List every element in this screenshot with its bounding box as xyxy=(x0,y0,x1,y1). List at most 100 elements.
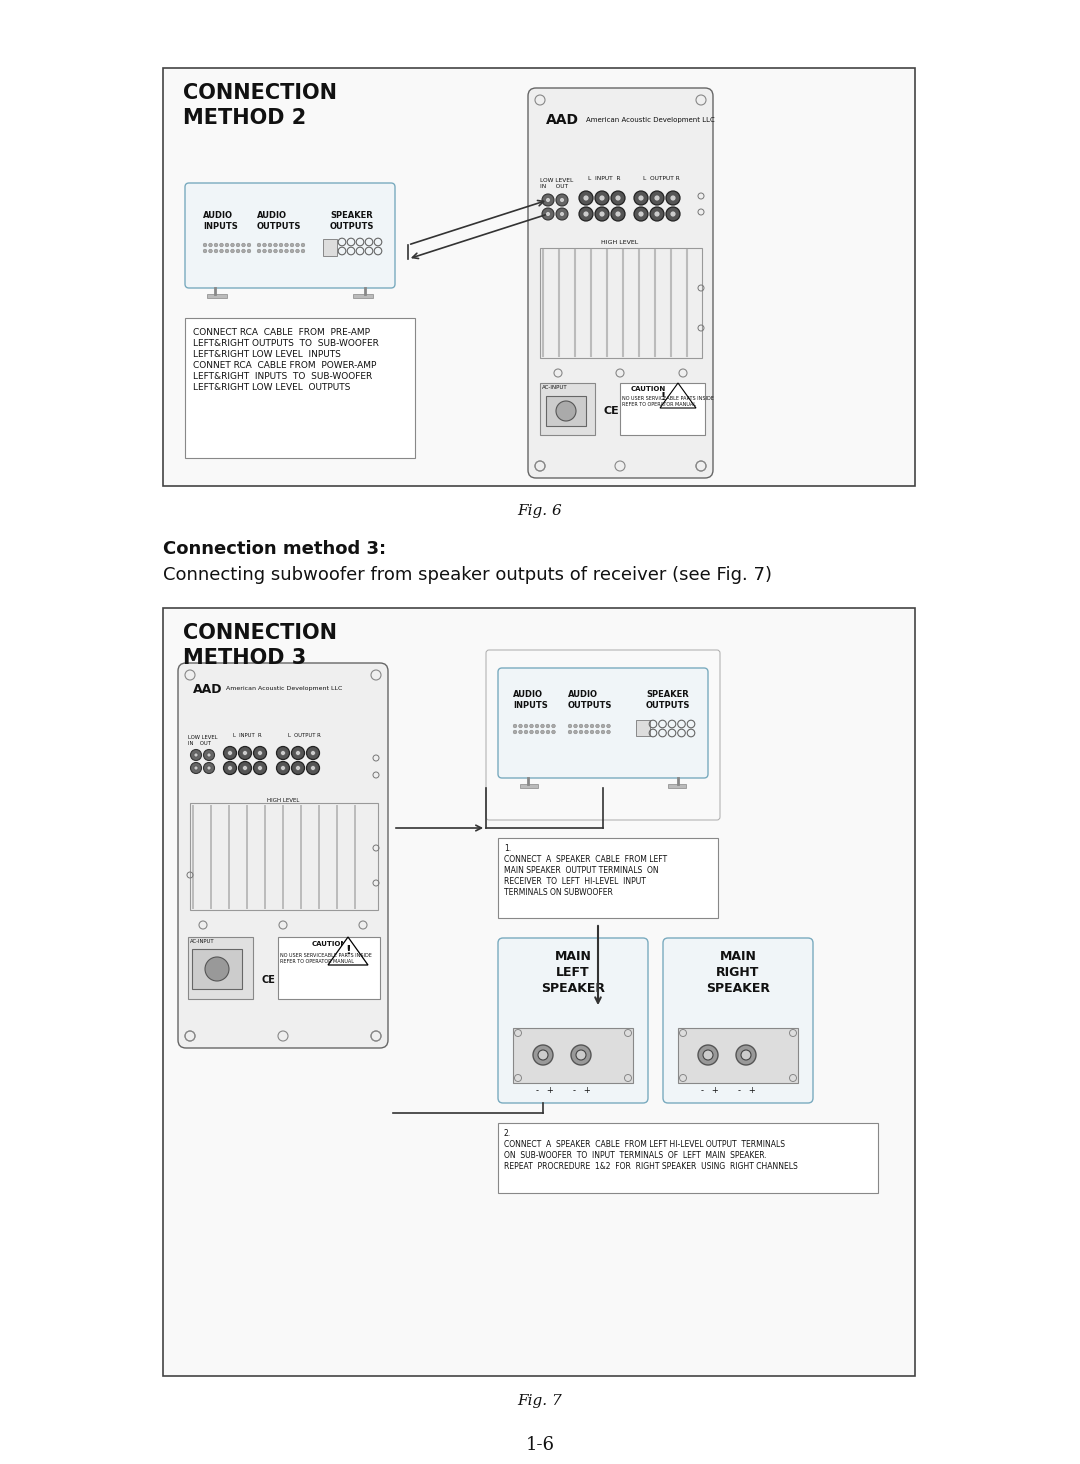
Circle shape xyxy=(634,206,648,221)
Circle shape xyxy=(268,249,272,253)
Circle shape xyxy=(281,766,285,770)
Circle shape xyxy=(219,249,224,253)
Circle shape xyxy=(546,731,550,733)
Text: Fig. 7: Fig. 7 xyxy=(517,1394,563,1408)
Circle shape xyxy=(203,763,215,773)
Circle shape xyxy=(243,766,247,770)
Text: LOW LEVEL
IN     OUT: LOW LEVEL IN OUT xyxy=(540,179,573,189)
Circle shape xyxy=(208,249,213,253)
Circle shape xyxy=(579,725,583,728)
Circle shape xyxy=(190,763,202,773)
Circle shape xyxy=(615,211,621,217)
Bar xyxy=(190,802,378,911)
Circle shape xyxy=(257,751,262,755)
Circle shape xyxy=(545,198,551,202)
Circle shape xyxy=(291,243,294,247)
Circle shape xyxy=(536,725,539,728)
Circle shape xyxy=(650,190,664,205)
Text: SPEAKER
OUTPUTS: SPEAKER OUTPUTS xyxy=(330,211,375,231)
Circle shape xyxy=(583,211,589,217)
Circle shape xyxy=(524,725,528,728)
Circle shape xyxy=(208,243,213,247)
Circle shape xyxy=(207,766,211,770)
Circle shape xyxy=(276,761,289,774)
FancyBboxPatch shape xyxy=(178,663,388,1048)
Circle shape xyxy=(595,206,609,221)
Circle shape xyxy=(292,747,305,760)
Text: CONNECTION
METHOD 3: CONNECTION METHOD 3 xyxy=(183,624,337,668)
Bar xyxy=(192,949,242,990)
Circle shape xyxy=(654,195,660,201)
Circle shape xyxy=(214,249,218,253)
Circle shape xyxy=(224,761,237,774)
Circle shape xyxy=(741,1050,751,1060)
Circle shape xyxy=(273,249,278,253)
Text: NO USER SERVICEABLE PARTS INSIDE
REFER TO OPERATOR MANUAL: NO USER SERVICEABLE PARTS INSIDE REFER T… xyxy=(622,395,714,407)
Text: -   +: - + xyxy=(738,1086,756,1095)
Circle shape xyxy=(666,190,680,205)
Circle shape xyxy=(534,1045,553,1064)
Circle shape xyxy=(203,243,206,247)
Bar xyxy=(353,294,373,299)
Bar xyxy=(188,937,253,998)
Circle shape xyxy=(670,211,676,217)
Circle shape xyxy=(559,211,565,217)
Circle shape xyxy=(513,731,517,733)
Text: L  INPUT  R: L INPUT R xyxy=(588,176,621,182)
Bar xyxy=(207,294,227,299)
Circle shape xyxy=(280,249,283,253)
Circle shape xyxy=(735,1045,756,1064)
Circle shape xyxy=(237,249,240,253)
Circle shape xyxy=(301,249,305,253)
Text: American Acoustic Development LLC: American Acoustic Development LLC xyxy=(226,687,342,691)
Text: MAIN
RIGHT
SPEAKER: MAIN RIGHT SPEAKER xyxy=(706,950,770,996)
Text: AC-INPUT: AC-INPUT xyxy=(190,938,215,944)
Circle shape xyxy=(296,766,300,770)
Text: HIGH LEVEL: HIGH LEVEL xyxy=(602,240,638,244)
Circle shape xyxy=(579,731,583,733)
Text: CE: CE xyxy=(603,406,619,416)
Circle shape xyxy=(247,249,251,253)
Text: CAUTION: CAUTION xyxy=(311,941,347,947)
Circle shape xyxy=(576,1050,586,1060)
Circle shape xyxy=(529,731,534,733)
Circle shape xyxy=(281,751,285,755)
Circle shape xyxy=(311,766,315,770)
Text: AAD: AAD xyxy=(546,113,579,127)
Circle shape xyxy=(205,957,229,981)
Circle shape xyxy=(518,731,523,733)
Circle shape xyxy=(579,190,593,205)
Polygon shape xyxy=(660,384,696,408)
Circle shape xyxy=(596,731,599,733)
Text: -   +: - + xyxy=(573,1086,591,1095)
Text: LOW LEVEL
IN    OUT: LOW LEVEL IN OUT xyxy=(188,735,217,747)
Circle shape xyxy=(226,243,229,247)
Circle shape xyxy=(276,747,289,760)
Bar xyxy=(678,1028,798,1083)
Text: AAD: AAD xyxy=(193,684,222,695)
Circle shape xyxy=(228,751,232,755)
Text: 1.
CONNECT  A  SPEAKER  CABLE  FROM LEFT
MAIN SPEAKER  OUTPUT TERMINALS  ON
RECE: 1. CONNECT A SPEAKER CABLE FROM LEFT MAI… xyxy=(504,845,667,897)
Circle shape xyxy=(634,190,648,205)
Text: CONNECTION
METHOD 2: CONNECTION METHOD 2 xyxy=(183,83,337,127)
Circle shape xyxy=(239,747,252,760)
Circle shape xyxy=(552,731,555,733)
Circle shape xyxy=(599,211,605,217)
Circle shape xyxy=(638,211,644,217)
Text: CE: CE xyxy=(261,975,275,985)
Bar xyxy=(163,608,915,1376)
Circle shape xyxy=(239,761,252,774)
Bar xyxy=(540,384,595,435)
Circle shape xyxy=(590,725,594,728)
Circle shape xyxy=(228,766,232,770)
Circle shape xyxy=(666,206,680,221)
Circle shape xyxy=(596,725,599,728)
Circle shape xyxy=(602,725,605,728)
Bar xyxy=(636,720,650,736)
Circle shape xyxy=(194,752,198,757)
Text: CONNECT RCA  CABLE  FROM  PRE-AMP
LEFT&RIGHT OUTPUTS  TO  SUB-WOOFER
LEFT&RIGHT : CONNECT RCA CABLE FROM PRE-AMP LEFT&RIGH… xyxy=(193,328,379,392)
Bar xyxy=(278,937,380,998)
Circle shape xyxy=(207,752,211,757)
Circle shape xyxy=(203,249,206,253)
Circle shape xyxy=(556,208,568,220)
